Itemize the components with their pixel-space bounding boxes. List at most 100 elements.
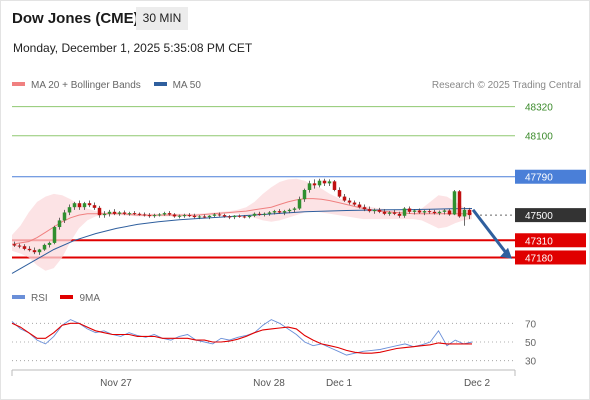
candle xyxy=(312,179,317,189)
candle-body xyxy=(372,209,377,212)
candle xyxy=(132,211,137,216)
candle-body xyxy=(182,215,187,217)
candle-body xyxy=(337,189,342,197)
x-tick-dec-2: Dec 2 xyxy=(464,378,491,389)
level-label-47500: 47500 xyxy=(525,211,553,222)
ma50-line xyxy=(11,208,473,274)
candle xyxy=(382,209,387,216)
price-legend: MA 20 + Bollinger Bands MA 50 xyxy=(12,80,211,94)
level-label-48320: 48320 xyxy=(525,103,553,114)
timestamp: Monday, December 1, 2025 5:35:08 PM CET xyxy=(13,41,253,55)
candle-body xyxy=(312,183,317,186)
candle xyxy=(337,187,342,198)
candle-body xyxy=(462,209,467,217)
candle xyxy=(242,215,247,219)
candle xyxy=(257,211,262,216)
level-label-48100: 48100 xyxy=(525,132,553,143)
candle-body xyxy=(202,216,207,218)
candle-body xyxy=(402,208,407,216)
ma9-swatch xyxy=(60,295,74,300)
candle xyxy=(237,214,242,218)
rsi-tick-50: 50 xyxy=(525,338,537,349)
candle-body xyxy=(117,212,122,214)
candle-body xyxy=(387,212,392,214)
legend-item-rsi: RSI xyxy=(12,293,48,304)
candle xyxy=(452,189,457,216)
candle-body xyxy=(57,220,62,228)
candle-body xyxy=(22,246,27,249)
candle-body xyxy=(217,214,222,216)
candle xyxy=(197,215,202,220)
candle xyxy=(72,201,77,210)
candle-body xyxy=(167,213,172,215)
candle-body xyxy=(272,211,277,213)
level-box-47790 xyxy=(515,169,586,184)
candle xyxy=(277,209,282,214)
candle-body xyxy=(127,213,132,215)
candle xyxy=(77,200,82,210)
candle-body xyxy=(412,210,417,212)
candle xyxy=(147,213,152,218)
candle xyxy=(82,201,87,210)
candle xyxy=(287,208,292,214)
candle-body xyxy=(67,207,72,213)
candle-body xyxy=(12,244,17,246)
instrument-title: Dow Jones (CME) xyxy=(12,10,139,27)
candle-body xyxy=(432,211,437,214)
candle xyxy=(227,215,232,220)
candle xyxy=(172,213,177,218)
candle xyxy=(302,188,307,202)
candle-body xyxy=(392,212,397,214)
timeframe-badge[interactable]: 30 MIN xyxy=(136,7,188,30)
level-label-47310: 47310 xyxy=(525,236,553,247)
candle-body xyxy=(132,213,137,215)
candle-body xyxy=(107,211,112,214)
x-tick-nov-28: Nov 28 xyxy=(253,378,285,389)
candle xyxy=(332,180,337,192)
candle xyxy=(377,207,382,214)
candle xyxy=(467,207,472,220)
level-label-47790: 47790 xyxy=(525,173,553,184)
candle xyxy=(457,189,462,218)
forecast-arrow-head xyxy=(500,247,512,259)
candle xyxy=(432,209,437,215)
rsi-tick-30: 30 xyxy=(525,357,537,368)
candle-body xyxy=(82,203,87,208)
candle-body xyxy=(162,213,167,215)
candle xyxy=(367,206,372,213)
candle xyxy=(182,213,187,218)
candle-body xyxy=(157,214,162,216)
chart-header: Dow Jones (CME) 30 MIN xyxy=(0,0,590,36)
candle-body xyxy=(92,205,97,208)
candle-body xyxy=(77,203,82,208)
candle-body xyxy=(282,211,287,213)
candle xyxy=(407,206,412,214)
candle xyxy=(222,213,227,218)
credit-text: Research © 2025 Trading Central xyxy=(431,80,581,91)
candle xyxy=(57,217,62,230)
candle xyxy=(422,209,427,216)
x-tick-dec-1: Dec 1 xyxy=(326,378,353,389)
candle-body xyxy=(222,215,227,217)
candle-body xyxy=(192,215,197,218)
candle-body xyxy=(467,209,472,216)
candle xyxy=(437,210,442,216)
candle-body xyxy=(267,212,272,214)
candle-body xyxy=(457,191,462,217)
candle xyxy=(62,209,67,224)
candle-body xyxy=(32,250,37,253)
candle-body xyxy=(17,245,22,247)
candle xyxy=(392,209,397,216)
candle-body xyxy=(237,215,242,217)
candle-body xyxy=(187,215,192,217)
candle-body xyxy=(367,209,372,212)
candle xyxy=(252,212,257,218)
candle-body xyxy=(147,215,152,217)
legend-label-9ma: 9MA xyxy=(79,293,101,304)
candle-body xyxy=(277,211,282,213)
candle-body xyxy=(447,210,452,215)
candle-body xyxy=(47,242,52,245)
candle xyxy=(207,215,212,220)
candle xyxy=(137,212,142,216)
ma20-swatch xyxy=(12,82,25,87)
